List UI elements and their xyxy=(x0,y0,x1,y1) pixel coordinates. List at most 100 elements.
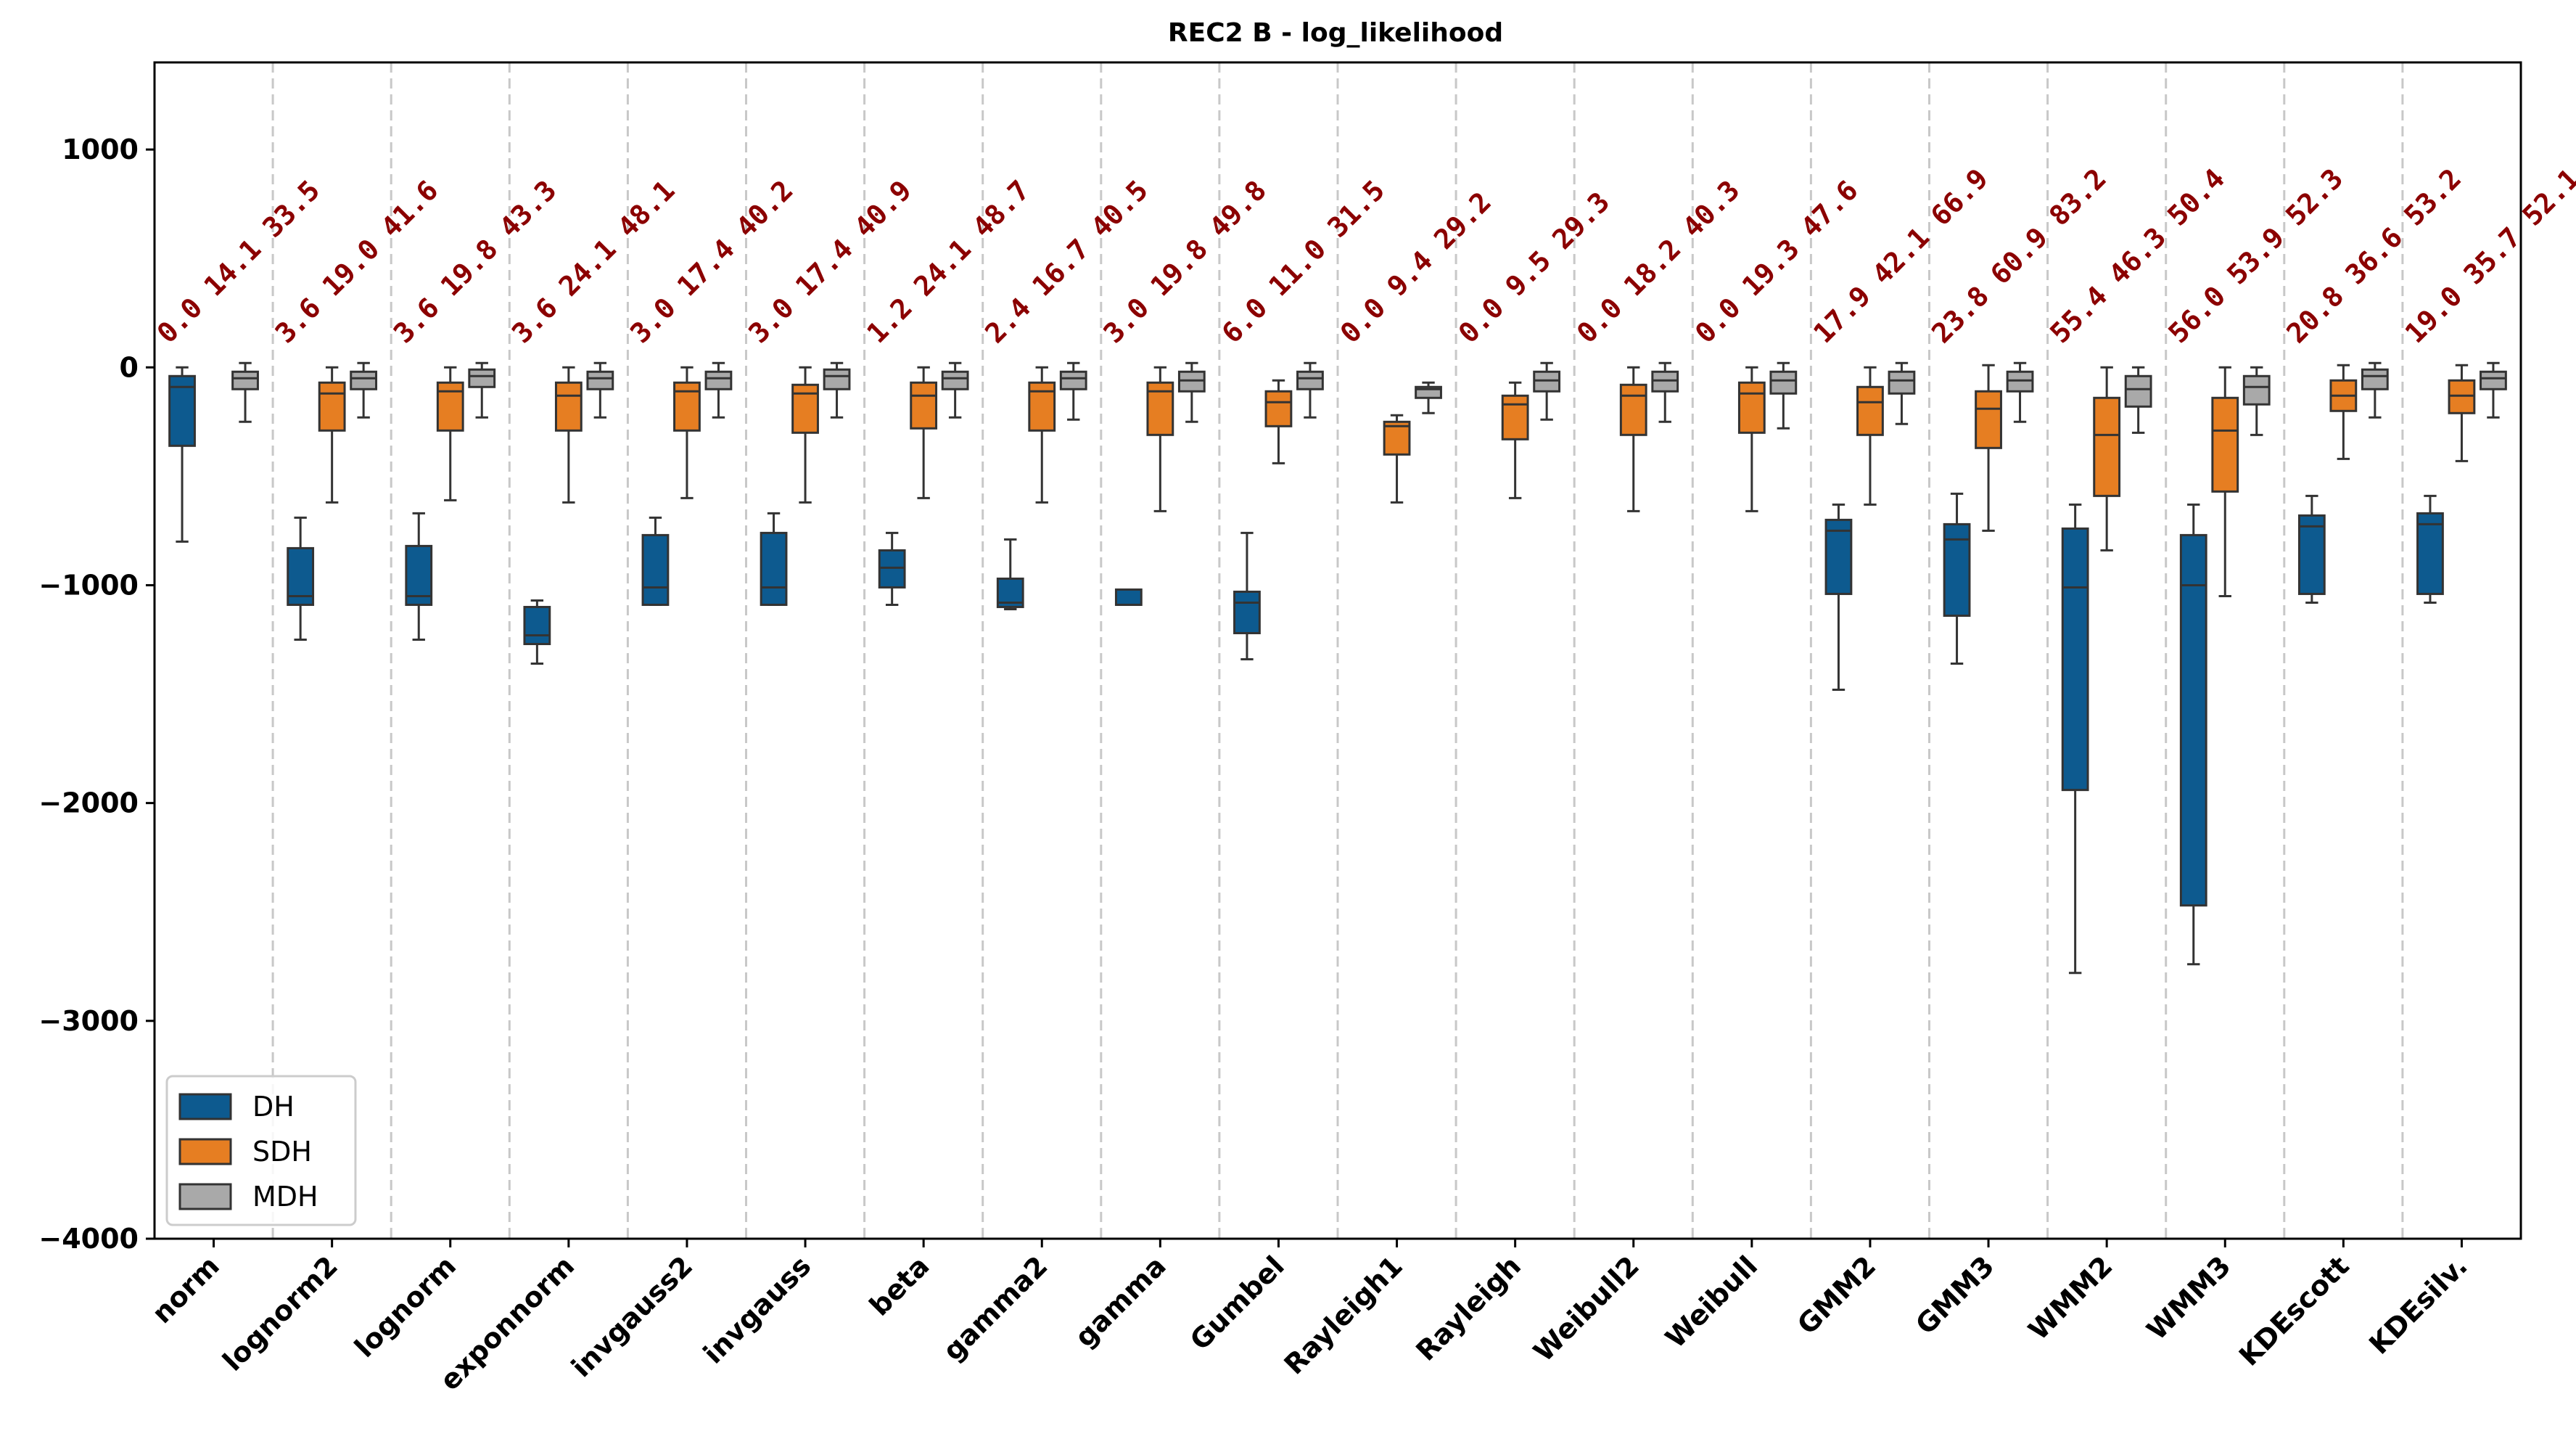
box-iqr xyxy=(2124,374,2152,408)
box-plot-sdh xyxy=(2329,364,2358,460)
box-plot-sdh xyxy=(1619,366,1647,512)
y-tick-label: −2000 xyxy=(38,787,139,819)
box-iqr xyxy=(1651,370,1679,393)
box-plot-mdh xyxy=(704,361,733,419)
box-plot-sdh xyxy=(791,366,819,504)
box-plot-mdh xyxy=(2006,361,2034,423)
box-plot-sdh xyxy=(1146,366,1174,512)
box-iqr xyxy=(1856,385,1884,436)
box-plot-mdh xyxy=(1177,361,1206,423)
box-iqr xyxy=(2361,368,2389,390)
box-plot-mdh xyxy=(2242,366,2271,436)
box-iqr xyxy=(1501,394,1529,440)
box-plot-mdh xyxy=(1533,361,1561,421)
box-plot-dh xyxy=(1114,588,1143,606)
box-plot-mdh xyxy=(823,361,851,419)
box-iqr xyxy=(1824,518,1853,595)
box-plot-sdh xyxy=(1975,364,2002,532)
box-iqr xyxy=(318,381,346,432)
box-plot-sdh xyxy=(554,366,583,504)
box-plot-mdh xyxy=(1296,361,1324,419)
box-iqr xyxy=(405,544,433,606)
box-iqr xyxy=(2448,379,2476,414)
box-iqr xyxy=(523,605,551,645)
box-plot-sdh xyxy=(2093,366,2121,552)
box-iqr xyxy=(791,383,819,434)
y-tick-label: 0 xyxy=(120,351,139,383)
legend: DH SDH MDH xyxy=(165,1075,357,1226)
box-iqr xyxy=(2416,512,2444,595)
box-plot-mdh xyxy=(1769,361,1798,430)
box-iqr xyxy=(641,533,670,606)
box-plot-mdh xyxy=(941,361,969,419)
box-plot-dh xyxy=(405,512,433,641)
box-iqr xyxy=(350,370,378,390)
box-iqr xyxy=(468,368,496,388)
box-iqr xyxy=(1233,590,1261,634)
y-tick-label: −4000 xyxy=(38,1223,139,1255)
box-iqr xyxy=(2480,370,2507,390)
y-tick-label: −3000 xyxy=(38,1005,139,1037)
box-plot-dh xyxy=(996,538,1024,610)
box-iqr xyxy=(673,381,701,432)
box-plot-dh xyxy=(2061,503,2089,975)
box-iqr xyxy=(2297,514,2326,595)
box-plot-dh xyxy=(2297,494,2326,604)
box-iqr xyxy=(586,370,614,390)
box-iqr xyxy=(910,381,938,430)
y-tick-label: −1000 xyxy=(38,569,139,601)
box-plot-dh xyxy=(523,599,551,665)
box-iqr xyxy=(941,370,969,390)
box-iqr xyxy=(1888,370,1916,395)
legend-label-sdh: SDH xyxy=(252,1136,312,1168)
box-plot-mdh xyxy=(1888,361,1916,425)
box-plot-sdh xyxy=(1383,414,1411,504)
box-iqr xyxy=(231,370,259,390)
box-iqr xyxy=(1264,390,1293,427)
box-iqr xyxy=(760,531,788,606)
box-iqr xyxy=(1177,370,1206,393)
box-plot-sdh xyxy=(1856,366,1884,506)
box-iqr xyxy=(823,368,851,390)
box-plot-dh xyxy=(1943,492,1971,665)
box-plot-mdh xyxy=(231,361,259,423)
box-plot-mdh xyxy=(1651,361,1679,423)
box-plot-sdh xyxy=(673,366,701,499)
box-plot-mdh xyxy=(2480,361,2507,419)
box-iqr xyxy=(2061,527,2089,792)
box-iqr xyxy=(1114,588,1143,606)
box-plot-dh xyxy=(1824,503,1853,692)
box-iqr xyxy=(1975,390,2002,449)
box-iqr xyxy=(704,370,733,390)
box-plot-mdh xyxy=(468,361,496,419)
box-plot-mdh xyxy=(586,361,614,419)
legend-swatch-sdh xyxy=(178,1138,232,1165)
y-tick-label: 1000 xyxy=(62,134,139,165)
box-plot-dh xyxy=(878,531,906,606)
legend-label-mdh: MDH xyxy=(252,1181,318,1213)
box-iqr xyxy=(1383,420,1411,456)
box-iqr xyxy=(554,381,583,432)
box-iqr xyxy=(2179,533,2207,907)
box-iqr xyxy=(1296,370,1324,390)
box-iqr xyxy=(1737,381,1766,434)
box-plot-mdh xyxy=(2361,361,2389,419)
box-plot-mdh xyxy=(350,361,378,419)
box-plot-sdh xyxy=(1501,381,1529,499)
box-iqr xyxy=(1769,370,1798,395)
box-iqr xyxy=(1059,370,1087,390)
box-plot-dh xyxy=(1233,531,1261,661)
box-plot-sdh xyxy=(1264,379,1293,464)
box-iqr xyxy=(2006,370,2034,393)
box-iqr xyxy=(2242,374,2271,406)
box-plot-dh xyxy=(760,512,788,606)
box-plot-mdh xyxy=(2124,366,2152,434)
legend-swatch-mdh xyxy=(178,1183,232,1210)
box-plot-dh xyxy=(2179,503,2207,966)
box-plot-dh xyxy=(2416,494,2444,604)
box-plot-sdh xyxy=(1737,366,1766,512)
box-iqr xyxy=(1619,383,1647,436)
legend-label-dh: DH xyxy=(252,1091,295,1123)
box-iqr xyxy=(878,549,906,589)
